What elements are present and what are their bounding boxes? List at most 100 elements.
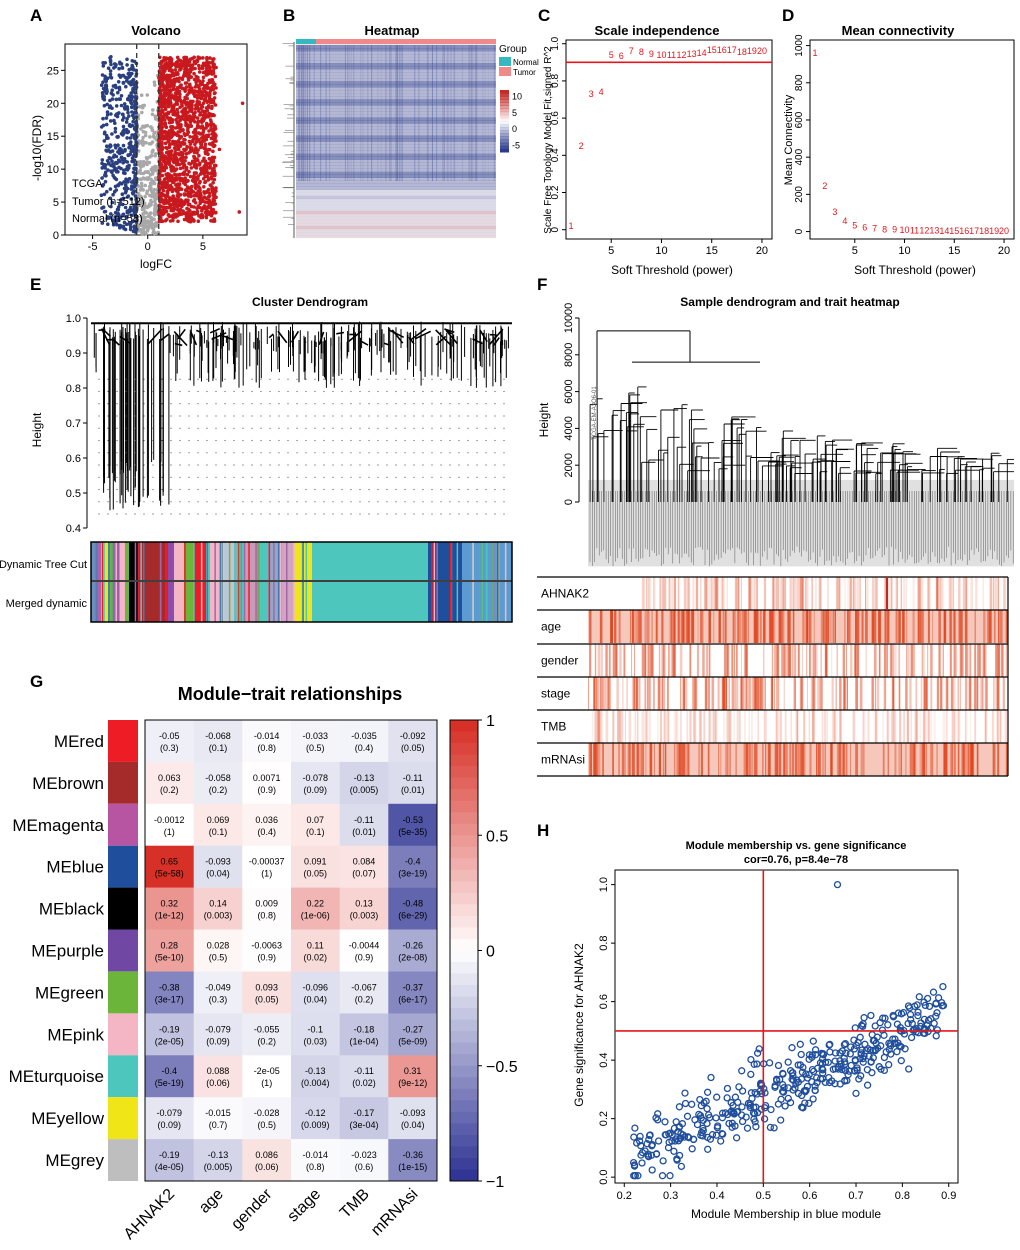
- dendrogram-leaf-dot: [215, 452, 217, 454]
- trait-cell-gender: [735, 644, 738, 677]
- volcano-point-nonsig: [149, 198, 153, 203]
- volcano-point-down: [100, 73, 105, 77]
- volcano-point-up: [188, 104, 192, 108]
- trait-cell-ahnak2: [671, 577, 673, 610]
- dendrogram-leaf-dot: [242, 390, 244, 393]
- mean-connectivity-ytick-label: 200: [794, 186, 805, 203]
- volcano-xtick-label: 0: [145, 241, 151, 253]
- volcano-point-down: [102, 139, 107, 143]
- trait-cell-tmb: [594, 710, 597, 743]
- volcano-point-up: [209, 112, 213, 117]
- volcano-point-up: [171, 86, 176, 91]
- trait-cell-gender: [644, 644, 647, 677]
- dendrogram-leaf-dot: [503, 378, 505, 380]
- volcano-point-down: [130, 67, 134, 71]
- scale-independence-power-label: 20: [757, 46, 767, 56]
- colorbar-tick-label: 10: [512, 92, 522, 102]
- trait-cell-tmb: [832, 710, 835, 743]
- volcano-point-up: [199, 166, 203, 171]
- trait-cell-tmb: [744, 710, 746, 743]
- volcano-point-down: [133, 163, 137, 167]
- dendrogram-merge: [209, 327, 221, 334]
- merged-dynamic-stripe: [492, 582, 494, 622]
- dendrogram-leaf-dot: [215, 415, 217, 417]
- dendrogram-leaf-dot: [377, 464, 379, 466]
- trait-cell-ahnak2: [740, 577, 742, 610]
- heatmap-column-streak: [390, 45, 392, 181]
- volcano-point-up: [204, 149, 209, 153]
- dendrogram-leaf-dot: [206, 439, 208, 442]
- dendrogram-leaf-dot: [98, 464, 100, 466]
- dendrogram-leaf-dot: [494, 415, 496, 417]
- dendrogram-leaf-dot: [368, 439, 370, 442]
- dendrogram-leaf-dot: [368, 427, 370, 429]
- trait-cell-gender: [850, 644, 853, 677]
- trait-cell-ahnak2: [859, 577, 861, 610]
- dendrogram-leaf-dot: [467, 403, 469, 405]
- volcano-point-up: [173, 62, 178, 67]
- mean-connectivity-power-label: 11: [910, 225, 919, 235]
- volcano-point-nonsig: [149, 211, 153, 215]
- dendrogram-leaf-dot: [440, 378, 442, 380]
- dendrogram-leaf-dot: [305, 476, 307, 478]
- dendrogram-leaf-dot: [422, 427, 424, 429]
- dendrogram-leaf-dot: [242, 415, 244, 417]
- volcano-point-up: [178, 142, 182, 147]
- dendrogram-leaf-dot: [404, 488, 406, 491]
- volcano-point-nonsig: [139, 127, 143, 131]
- volcano-point-nonsig: [138, 105, 142, 109]
- dynamic-tree-cut-stripe: [286, 542, 288, 580]
- volcano-point-up: [200, 136, 204, 140]
- trait-cell-tmb: [862, 710, 865, 743]
- volcano-point-up: [194, 89, 198, 94]
- dendrogram-leaf-dot: [242, 501, 244, 503]
- trait-cell-ahnak2: [982, 577, 984, 610]
- mean-connectivity-xtick-label: 15: [948, 245, 960, 257]
- heatmap-row: [296, 192, 496, 197]
- volcano-point-down: [102, 97, 107, 102]
- dendrogram-leaf-dot: [269, 439, 271, 442]
- mean-connectivity-xtick-label: 10: [898, 245, 910, 257]
- trait-cell-gender: [781, 644, 784, 677]
- volcano-point-up: [200, 81, 204, 86]
- dendrogram-leaf-dot: [287, 427, 289, 429]
- scale-independence-power-label: 8: [639, 47, 644, 57]
- volcano-point-up: [211, 190, 215, 195]
- volcano-point-down: [122, 220, 127, 225]
- trait-cell-tmb: [882, 710, 884, 743]
- dendrogram-leaf-dot: [431, 403, 433, 405]
- dynamic-tree-cut-stripe: [273, 542, 275, 580]
- volcano-point-down: [99, 193, 104, 197]
- dendrogram-merge: [472, 338, 484, 345]
- trait-cell-tmb: [642, 710, 645, 743]
- volcano-point-down: [114, 177, 119, 182]
- dendrogram-leaf-dot: [260, 464, 262, 466]
- heatmap-row: [296, 216, 496, 221]
- volcano-point-nonsig: [140, 232, 144, 237]
- scale-independence-power-label: 3: [589, 89, 594, 99]
- dendrogram-leaf-dot: [386, 488, 388, 491]
- trait-cell-tmb: [964, 710, 967, 743]
- volcano-annotation-cohort: TCGA: [72, 178, 103, 190]
- trait-cell-tmb: [974, 710, 977, 743]
- group-bar-tumor: [316, 39, 496, 44]
- volcano-point-up: [167, 143, 172, 147]
- dendrogram-leaf-dot: [287, 403, 289, 405]
- volcano-point-up: [193, 107, 198, 111]
- trait-cell-tmb: [802, 710, 806, 743]
- dendrogram-leaf-dot: [440, 403, 442, 405]
- volcano-point-up: [212, 113, 216, 118]
- volcano-point-up: [178, 129, 182, 134]
- dendrogram-leaf-dot: [278, 378, 280, 380]
- dendrogram-leaf-dot: [269, 513, 271, 515]
- dendrogram-leaf-dot: [377, 488, 379, 491]
- dendrogram-leaf-dot: [413, 439, 415, 442]
- dendrogram-leaf-dot: [503, 415, 505, 417]
- volcano-point-nonsig: [154, 222, 159, 226]
- volcano-point-down: [129, 97, 134, 101]
- trait-cell-stage: [891, 677, 895, 710]
- dendrogram-leaf-dot: [368, 378, 370, 380]
- dendrogram-leaf-dot: [305, 464, 307, 466]
- volcano-point-up: [175, 71, 180, 75]
- dendrogram-leaf-dot: [503, 452, 505, 454]
